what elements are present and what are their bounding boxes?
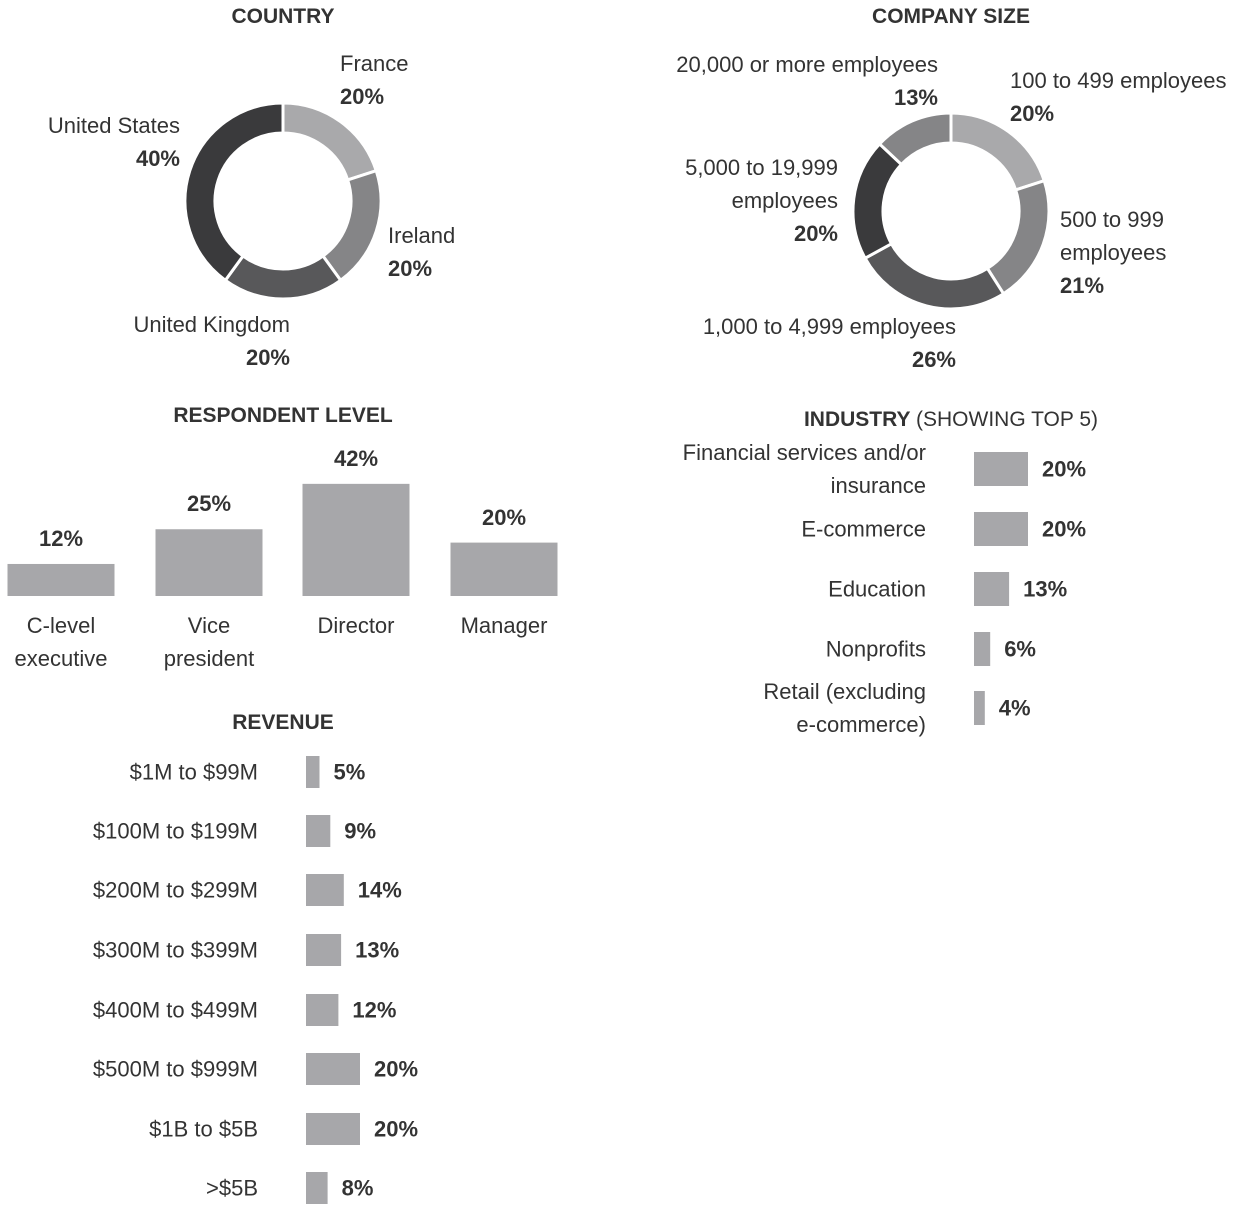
category-label: >$5B xyxy=(206,1175,258,1201)
category-label: $1M to $99M xyxy=(129,759,258,785)
donut-slice xyxy=(863,241,1006,311)
donut-slice xyxy=(877,111,953,167)
slice-label: 100 to 499 employees 20% xyxy=(1010,64,1255,130)
category-label: 20,000 or more employees xyxy=(676,52,938,77)
chart-title: REVENUE xyxy=(232,711,334,735)
value-label: 4% xyxy=(998,695,1031,721)
bar xyxy=(302,483,410,596)
bar xyxy=(7,563,115,596)
category-label: United Kingdom xyxy=(133,312,290,337)
donut-slice xyxy=(320,168,383,283)
category-label: C-level executive xyxy=(14,613,108,671)
chart-title: COUNTRY xyxy=(231,5,334,29)
value-label: 20% xyxy=(1042,456,1087,482)
category-label: Vice president xyxy=(163,613,255,671)
subtitle: (SHOWING TOP 5) xyxy=(916,408,1099,431)
slice-label: 20,000 or more employees 13% xyxy=(618,48,938,114)
title-text: INDUSTRY xyxy=(803,408,911,431)
value-label: 13% xyxy=(355,937,400,963)
category-label: Director xyxy=(317,613,395,638)
value-label: 13% xyxy=(893,85,938,110)
category-label: E-commerce xyxy=(801,516,926,542)
value-label: 14% xyxy=(357,877,402,903)
bar xyxy=(974,452,1028,486)
value-label: 8% xyxy=(341,1175,374,1201)
value-label: 26% xyxy=(911,347,956,372)
bar xyxy=(974,632,991,666)
title-text: REVENUE xyxy=(232,711,334,734)
value-label: 20% xyxy=(793,221,838,246)
bar xyxy=(974,691,985,725)
slice-label: United Kingdom 20% xyxy=(50,308,290,374)
slice-label: 500 to 999 employees 21% xyxy=(1060,203,1190,302)
slice-label: 5,000 to 19,999 employees 20% xyxy=(658,151,838,250)
bar xyxy=(974,572,1010,606)
bar xyxy=(306,1172,328,1204)
category-label: 100 to 499 employees xyxy=(1010,68,1227,93)
category-label: Retail (excluding e-commerce) xyxy=(763,679,926,737)
donut-slice xyxy=(985,178,1051,296)
bar xyxy=(306,1053,360,1085)
bar xyxy=(306,1113,360,1145)
bar xyxy=(974,512,1028,546)
category-label: Financial services and/or insurance xyxy=(682,440,926,498)
category-label: 1,000 to 4,999 employees xyxy=(702,314,956,339)
chart-title: INDUSTRY (SHOWING TOP 5) xyxy=(804,408,1098,432)
value-label: 20% xyxy=(340,84,385,109)
value-label: 20% xyxy=(1010,101,1055,126)
bar xyxy=(306,815,331,847)
category-label: $400M to $499M xyxy=(92,997,258,1023)
bar xyxy=(306,934,342,966)
slice-label: United States 40% xyxy=(0,109,180,175)
bar xyxy=(450,542,558,596)
slice-label: Ireland 20% xyxy=(388,219,538,285)
bar xyxy=(306,874,344,906)
value-label: 13% xyxy=(1023,576,1068,602)
value-label: 5% xyxy=(333,759,366,785)
value-label: 12% xyxy=(38,525,84,551)
value-label: 9% xyxy=(344,818,377,844)
value-label: 20% xyxy=(1042,516,1087,542)
category-label: 5,000 to 19,999 employees xyxy=(685,155,838,213)
category-label: Nonprofits xyxy=(825,636,926,662)
category-label: $100M to $199M xyxy=(92,818,258,844)
donut-slice xyxy=(281,101,379,182)
bar xyxy=(306,756,320,788)
category-label: $500M to $999M xyxy=(92,1056,258,1082)
category-label: France xyxy=(340,51,409,76)
category-label: Education xyxy=(828,576,926,602)
value-label: 20% xyxy=(245,345,290,370)
bar xyxy=(306,994,339,1026)
category-label: 500 to 999 employees xyxy=(1060,207,1167,265)
value-label: 25% xyxy=(186,491,232,517)
chart-title: COMPANY SIZE xyxy=(872,5,1030,29)
title-text: RESPONDENT LEVEL xyxy=(173,404,393,427)
slice-label: France 20% xyxy=(340,47,540,113)
value-label: 20% xyxy=(481,504,527,530)
donut-slice xyxy=(851,141,904,261)
title-text: COMPANY SIZE xyxy=(872,5,1030,28)
value-label: 6% xyxy=(1004,636,1036,662)
value-label: 40% xyxy=(135,146,180,171)
slice-label: 1,000 to 4,999 employees 26% xyxy=(636,310,956,376)
value-label: 12% xyxy=(352,997,397,1023)
donut-slice xyxy=(183,101,285,283)
donut-slice xyxy=(223,253,343,301)
value-label: 42% xyxy=(333,445,379,471)
title-text: COUNTRY xyxy=(231,5,335,28)
category-label: $1B to $5B xyxy=(149,1116,258,1142)
value-label: 21% xyxy=(1060,273,1105,298)
category-label: $200M to $299M xyxy=(92,877,258,903)
chart-title: RESPONDENT LEVEL xyxy=(173,404,392,428)
value-label: 20% xyxy=(388,256,433,281)
category-label: Ireland xyxy=(388,223,456,248)
value-label: 20% xyxy=(374,1056,419,1082)
category-label: United States xyxy=(47,113,180,138)
category-label: $300M to $399M xyxy=(92,937,258,963)
bar xyxy=(155,529,263,596)
category-label: Manager xyxy=(460,613,548,638)
value-label: 20% xyxy=(374,1116,419,1142)
